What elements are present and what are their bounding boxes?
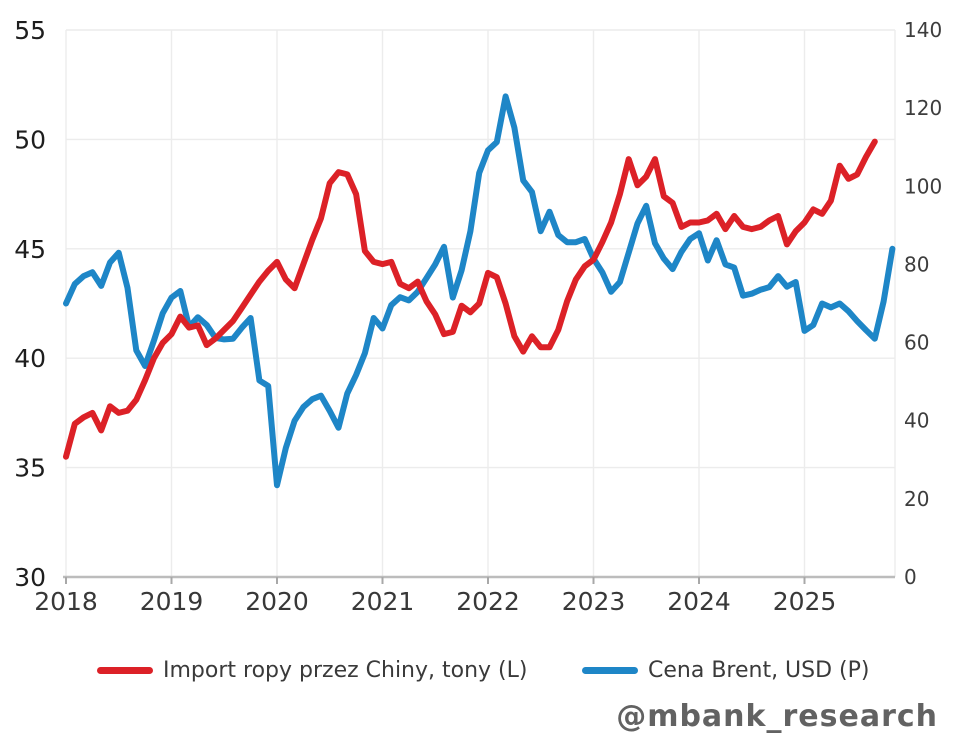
watermark-text: @mbank_research — [616, 699, 938, 734]
legend-label-brent: Cena Brent, USD (P) — [648, 657, 870, 683]
right-axis-tick-label: 80 — [904, 252, 929, 276]
legend-swatch-blue — [582, 666, 638, 674]
right-axis-tick-label: 120 — [904, 96, 942, 120]
left-axis-tick-label: 45 — [14, 235, 46, 264]
x-axis-tick-label: 2019 — [140, 587, 204, 616]
right-axis-tick-label: 100 — [904, 174, 942, 198]
right-axis-tick-label: 20 — [904, 487, 929, 511]
left-axis-tick-label: 35 — [14, 454, 46, 483]
x-axis-tick-label: 2021 — [351, 587, 415, 616]
x-axis-tick-label: 2022 — [456, 587, 520, 616]
x-axis-tick-label: 2018 — [34, 587, 98, 616]
series-line-brent — [63, 93, 896, 489]
x-axis-tick-label: 2024 — [667, 587, 731, 616]
x-axis-tick-label: 2025 — [773, 587, 837, 616]
right-axis-tick-label: 60 — [904, 331, 929, 355]
right-axis-tick-label: 0 — [904, 565, 917, 589]
left-axis-tick-label: 55 — [14, 16, 46, 45]
legend-item-import: Import ropy przez Chiny, tony (L) — [97, 657, 527, 683]
legend-label-import: Import ropy przez Chiny, tony (L) — [163, 657, 528, 683]
left-axis-tick-label: 30 — [14, 563, 46, 592]
legend-item-brent: Cena Brent, USD (P) — [582, 657, 870, 683]
x-axis-tick-label: 2020 — [245, 587, 309, 616]
x-axis-tick-label: 2023 — [562, 587, 626, 616]
left-axis-tick-label: 40 — [14, 344, 46, 373]
left-axis-tick-label: 50 — [14, 125, 46, 154]
right-axis-tick-label: 140 — [904, 18, 942, 42]
series-line-import — [63, 138, 878, 460]
right-axis-tick-label: 40 — [904, 409, 929, 433]
legend-swatch-red — [97, 666, 153, 674]
